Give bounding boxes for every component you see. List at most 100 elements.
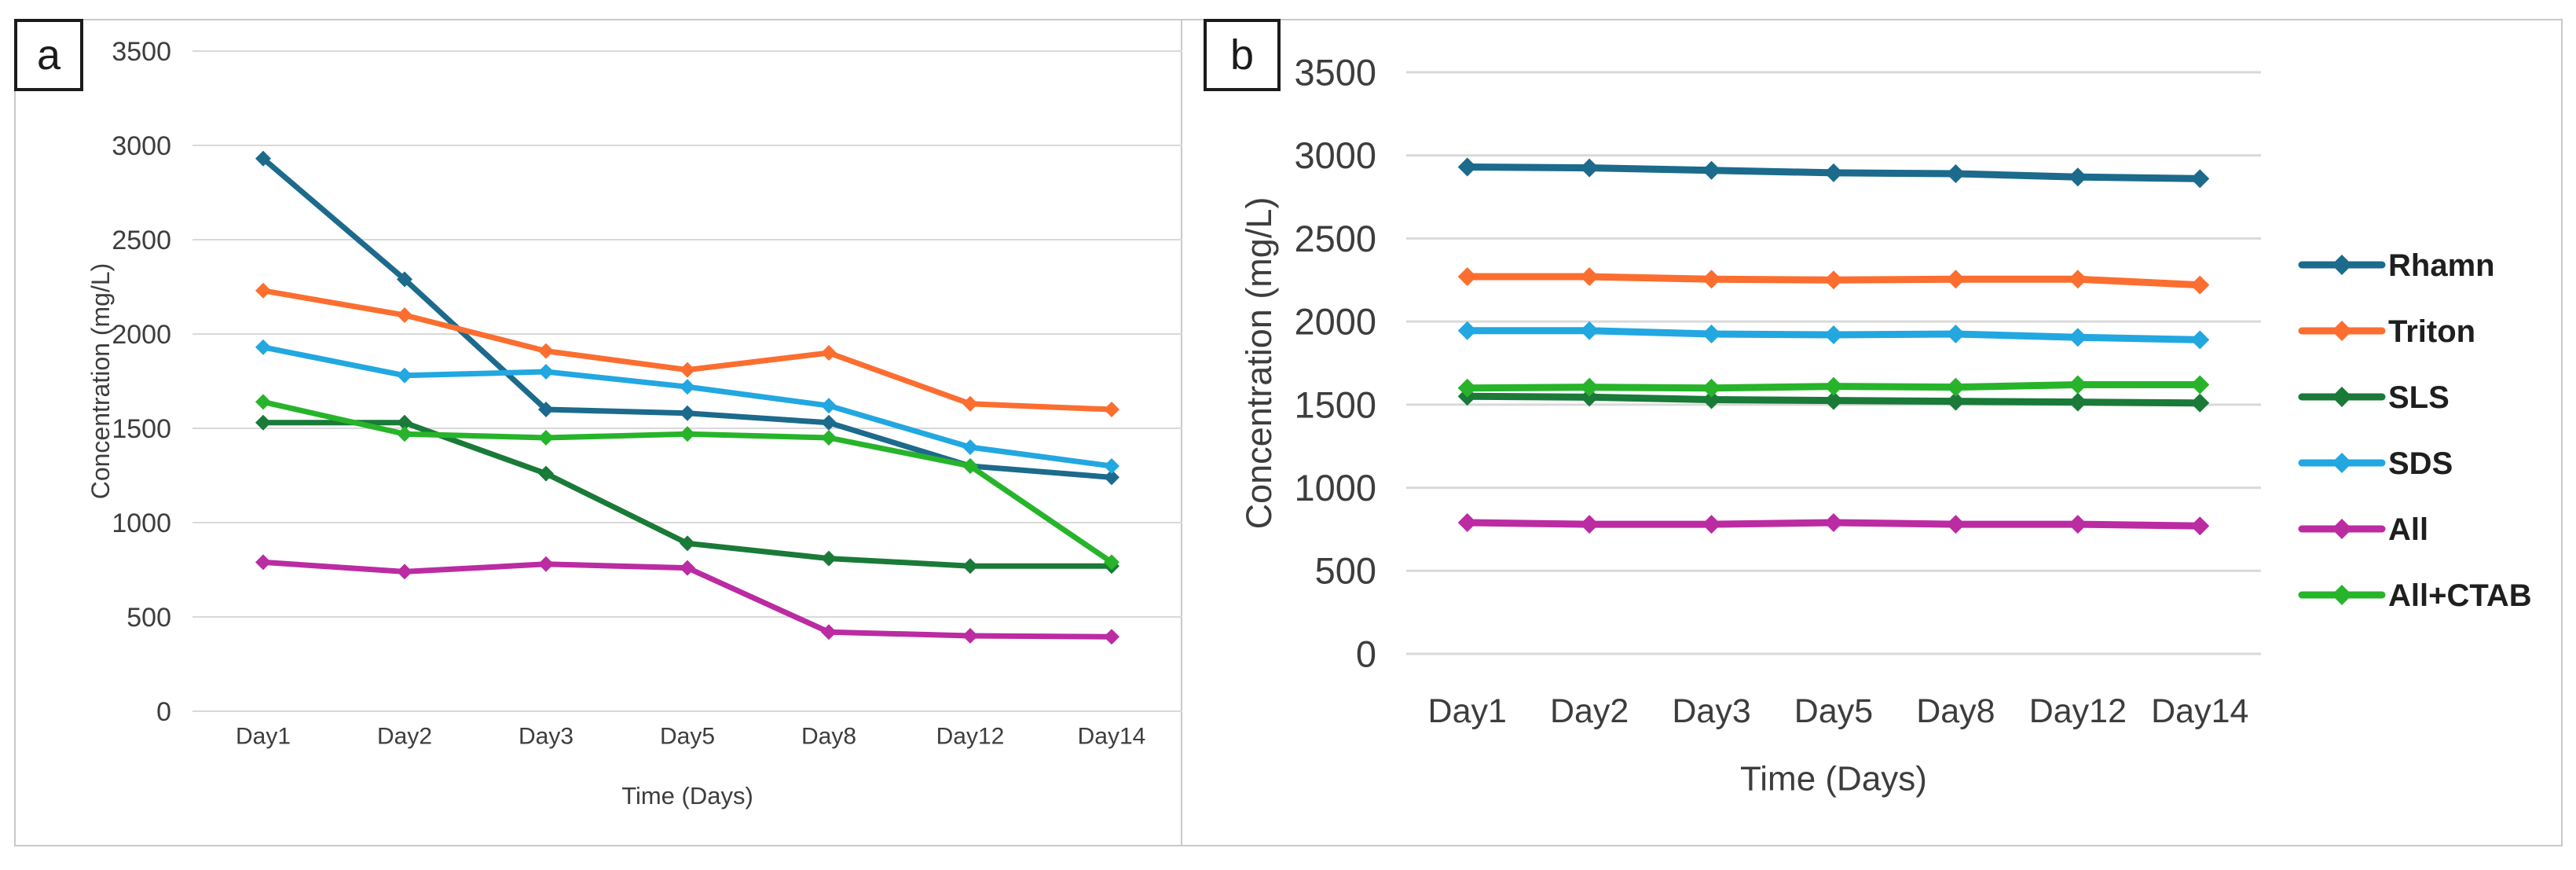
- y-tick-label: 2000: [112, 320, 171, 350]
- marker-SDS: [255, 339, 271, 355]
- y-tick-label: 1500: [1294, 384, 1376, 425]
- y-tick-label: 3500: [1294, 51, 1376, 93]
- legend-swatch-marker: [2332, 321, 2352, 341]
- marker-All+CTAB: [1702, 378, 1721, 398]
- chart-a-group: 0 500 1000 1500 2000 2500 3000 3500 Day1 Day2 Day3…: [86, 37, 1182, 809]
- y-tick-label: 2500: [112, 226, 171, 255]
- x-axis-title: Time (Days): [1740, 759, 1927, 798]
- marker-All+CTAB: [680, 426, 695, 442]
- y-tick-label: 500: [126, 603, 171, 633]
- marker-Rhamn: [1946, 163, 1966, 183]
- panel-b-label-box: b: [1204, 19, 1281, 91]
- marker-SDS: [1824, 325, 1843, 345]
- x-tick-label: Day12: [936, 724, 1005, 750]
- chart-b-group: 0 500 1000 1500 2000 2500 3000 3500 Day1 Day2 Day3…: [1239, 51, 2261, 798]
- marker-SLS: [397, 414, 412, 431]
- legend-swatch-marker: [2332, 255, 2352, 275]
- marker-Triton: [538, 343, 554, 359]
- marker-Rhamn: [1580, 158, 1599, 178]
- x-tick-label: Day8: [1916, 692, 1995, 730]
- y-tick-label: 3500: [112, 37, 171, 67]
- y-tick-label: 0: [1356, 633, 1376, 674]
- marker-All+CTAB: [397, 426, 412, 442]
- marker-All+CTAB: [821, 430, 837, 446]
- y-tick-label: 1000: [112, 508, 171, 538]
- marker-SDS: [1104, 458, 1119, 474]
- marker-All: [538, 556, 554, 572]
- x-tick-label: Day1: [1428, 692, 1507, 730]
- marker-All+CTAB: [255, 394, 271, 410]
- y-tick-label: 1500: [112, 414, 171, 444]
- marker-All: [1457, 512, 1477, 532]
- figure-frame: [14, 19, 2563, 846]
- marker-All+CTAB: [538, 430, 554, 446]
- marker-Triton: [1946, 270, 1966, 289]
- y-tick-label: 1000: [1294, 467, 1376, 508]
- legend-swatch-marker: [2332, 519, 2352, 539]
- x-tick-label: Day2: [1550, 692, 1629, 730]
- marker-Rhamn: [538, 402, 554, 417]
- legend-swatch-marker: [2332, 453, 2352, 473]
- marker-Triton: [255, 282, 271, 299]
- marker-SDS: [2068, 328, 2087, 347]
- panel-b-label: b: [1229, 31, 1255, 79]
- marker-Triton: [1702, 270, 1721, 289]
- x-axis-title: Time (Days): [621, 782, 753, 809]
- y-axis-title: Concentration (mg/L): [1239, 197, 1279, 530]
- marker-All: [2068, 515, 2087, 534]
- marker-All: [680, 560, 695, 576]
- marker-All+CTAB: [1946, 377, 1966, 397]
- legend-label: Rhamn: [2388, 248, 2495, 283]
- marker-Rhamn: [2068, 167, 2087, 187]
- marker-SLS: [821, 550, 837, 567]
- marker-SDS: [1580, 321, 1599, 340]
- marker-All: [1104, 629, 1119, 645]
- legend-label: All: [2388, 512, 2428, 547]
- marker-Rhamn: [821, 414, 837, 431]
- marker-SDS: [1702, 325, 1721, 343]
- marker-SLS: [962, 558, 978, 574]
- legend: Rhamn Triton SLS SDS All All+CTAB: [2298, 248, 2532, 613]
- marker-SLS: [680, 535, 695, 552]
- marker-Rhamn: [397, 271, 412, 288]
- y-axis-title: Concentration (mg/L): [86, 263, 115, 500]
- marker-Triton: [2190, 275, 2210, 295]
- marker-SLS: [255, 414, 271, 431]
- marker-All: [821, 624, 837, 641]
- marker-Triton: [680, 362, 695, 378]
- marker-SDS: [680, 379, 695, 395]
- y-tick-label: 3000: [1294, 134, 1376, 176]
- marker-Rhamn: [1824, 163, 1843, 182]
- legend-label: SDS: [2388, 446, 2453, 481]
- legend-swatch-marker: [2332, 387, 2352, 407]
- marker-Triton: [821, 345, 837, 361]
- marker-All+CTAB: [1580, 377, 1599, 397]
- marker-SLS: [1946, 391, 1966, 411]
- marker-SDS: [821, 398, 837, 414]
- marker-Triton: [2068, 270, 2087, 289]
- marker-All+CTAB: [962, 458, 978, 474]
- marker-All+CTAB: [1824, 376, 1843, 396]
- marker-Triton: [1580, 267, 1599, 287]
- x-tick-label: Day3: [1672, 692, 1750, 730]
- marker-SDS: [962, 439, 978, 455]
- marker-All+CTAB: [1457, 378, 1477, 398]
- x-tick-label: Day5: [660, 724, 715, 750]
- marker-SDS: [538, 364, 554, 380]
- x-tick-label: Day3: [518, 724, 573, 750]
- marker-Triton: [1824, 270, 1843, 290]
- marker-Rhamn: [1702, 160, 1721, 180]
- x-tick-label: Day14: [1078, 724, 1146, 750]
- marker-All: [397, 563, 412, 580]
- marker-All+CTAB: [2068, 375, 2087, 395]
- marker-SDS: [1457, 321, 1477, 340]
- marker-All+CTAB: [2190, 375, 2210, 395]
- legend-label: SLS: [2388, 380, 2450, 415]
- x-tick-label: Day14: [2151, 692, 2248, 730]
- legend-label: Triton: [2388, 314, 2475, 349]
- x-tick-label: Day8: [801, 724, 856, 750]
- marker-All: [1824, 512, 1843, 532]
- y-tick-label: 0: [156, 697, 171, 727]
- x-tick-label: Day5: [1794, 692, 1873, 730]
